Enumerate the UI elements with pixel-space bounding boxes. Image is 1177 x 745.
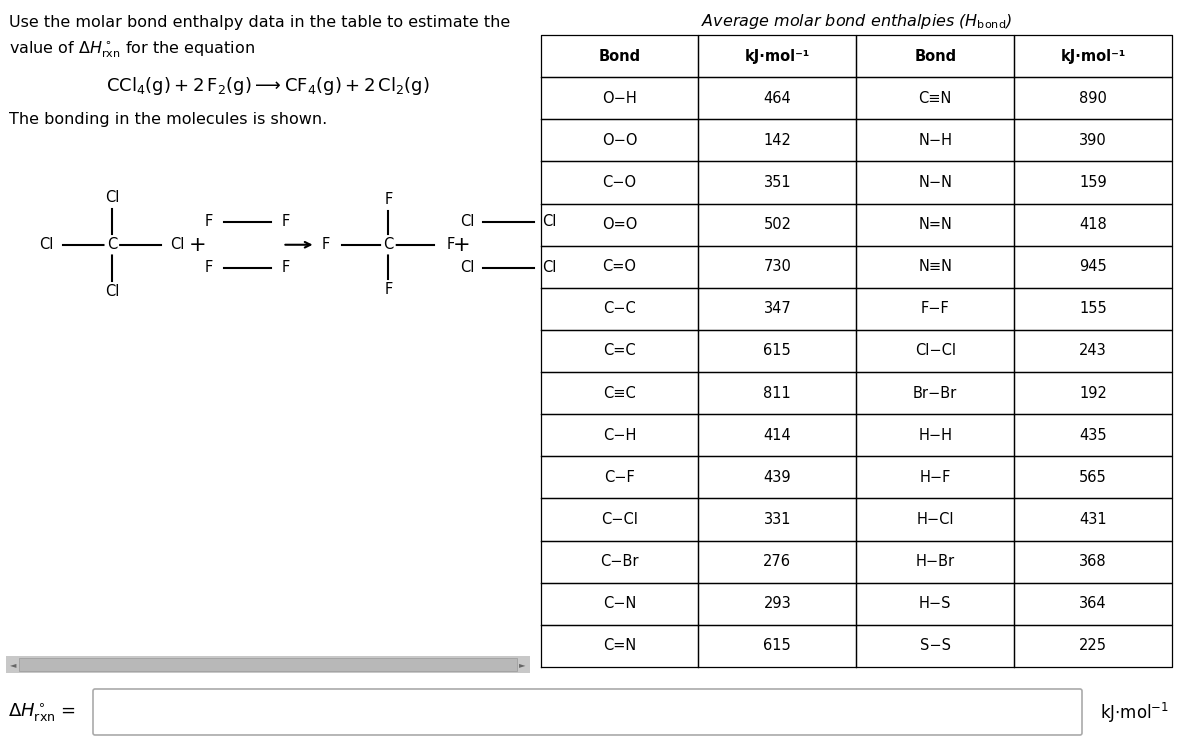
- Text: 435: 435: [1079, 428, 1106, 443]
- Text: C: C: [384, 237, 393, 253]
- Text: 192: 192: [1079, 386, 1108, 401]
- Text: 364: 364: [1079, 596, 1106, 612]
- Text: H−Cl: H−Cl: [917, 512, 953, 527]
- Text: Average molar bond enthalpies ($H_{\mathrm{bond}}$): Average molar bond enthalpies ($H_{\math…: [700, 12, 1012, 31]
- Text: Cl: Cl: [169, 237, 185, 253]
- Text: F: F: [204, 260, 213, 275]
- Text: 615: 615: [764, 343, 791, 358]
- Text: S−S: S−S: [919, 638, 951, 653]
- Text: 464: 464: [764, 91, 791, 106]
- Text: 565: 565: [1079, 470, 1106, 485]
- Text: Use the molar bond enthalpy data in the table to estimate the: Use the molar bond enthalpy data in the …: [9, 15, 511, 30]
- Text: ►: ►: [519, 660, 525, 669]
- Text: Cl−Cl: Cl−Cl: [915, 343, 956, 358]
- Text: $\mathrm{CCl_4(g) + 2\,F_2(g) \longrightarrow CF_4(g) + 2\,Cl_2(g)}$: $\mathrm{CCl_4(g) + 2\,F_2(g) \longright…: [106, 75, 431, 97]
- Text: value of $\Delta H^\circ_{\mathrm{rxn}}$ for the equation: value of $\Delta H^\circ_{\mathrm{rxn}}$…: [9, 40, 255, 60]
- Text: O=O: O=O: [601, 217, 637, 232]
- Text: C−C: C−C: [603, 302, 636, 317]
- Text: F: F: [384, 282, 393, 297]
- Text: 155: 155: [1079, 302, 1106, 317]
- Bar: [19, 658, 517, 671]
- Text: 502: 502: [764, 217, 791, 232]
- Text: C≡N: C≡N: [918, 91, 952, 106]
- Text: N−H: N−H: [918, 133, 952, 148]
- Text: F: F: [281, 215, 291, 229]
- Text: 811: 811: [764, 386, 791, 401]
- Text: C−Br: C−Br: [600, 554, 639, 569]
- Text: C≡C: C≡C: [603, 386, 636, 401]
- Text: H−F: H−F: [919, 470, 951, 485]
- Text: N≡N: N≡N: [918, 259, 952, 274]
- Text: 890: 890: [1079, 91, 1108, 106]
- Text: Cl: Cl: [460, 260, 474, 275]
- Text: Br−Br: Br−Br: [913, 386, 957, 401]
- Text: C−O: C−O: [603, 175, 637, 190]
- Text: N−N: N−N: [918, 175, 952, 190]
- Text: 225: 225: [1079, 638, 1108, 653]
- Text: 431: 431: [1079, 512, 1106, 527]
- Text: 276: 276: [764, 554, 791, 569]
- Text: F−F: F−F: [920, 302, 950, 317]
- Text: Cl: Cl: [39, 237, 54, 253]
- FancyBboxPatch shape: [93, 689, 1082, 735]
- Text: H−H: H−H: [918, 428, 952, 443]
- Text: 390: 390: [1079, 133, 1106, 148]
- Text: Cl: Cl: [543, 215, 557, 229]
- Text: O−H: O−H: [603, 91, 637, 106]
- Text: 347: 347: [764, 302, 791, 317]
- Text: The bonding in the molecules is shown.: The bonding in the molecules is shown.: [9, 112, 327, 127]
- Text: +: +: [453, 235, 470, 255]
- Text: Cl: Cl: [105, 284, 119, 299]
- Text: Cl: Cl: [105, 190, 119, 206]
- Text: kJ$\cdot$mol$^{-1}$: kJ$\cdot$mol$^{-1}$: [1099, 701, 1169, 725]
- Text: F: F: [321, 237, 330, 253]
- Text: F: F: [384, 192, 393, 207]
- Text: C: C: [107, 237, 117, 253]
- Text: Bond: Bond: [915, 48, 956, 63]
- Text: C=O: C=O: [603, 259, 637, 274]
- Text: C−N: C−N: [603, 596, 636, 612]
- Text: 331: 331: [764, 512, 791, 527]
- Text: Bond: Bond: [598, 48, 640, 63]
- Text: 418: 418: [1079, 217, 1106, 232]
- Text: C−H: C−H: [603, 428, 636, 443]
- Text: $\Delta H^\circ_{\mathrm{rxn}}$ =: $\Delta H^\circ_{\mathrm{rxn}}$ =: [8, 702, 75, 724]
- Text: 142: 142: [764, 133, 791, 148]
- Text: 368: 368: [1079, 554, 1106, 569]
- Text: F: F: [447, 237, 455, 253]
- Text: 293: 293: [764, 596, 791, 612]
- Text: C=C: C=C: [603, 343, 636, 358]
- Text: Cl: Cl: [543, 260, 557, 275]
- Text: C−F: C−F: [604, 470, 634, 485]
- Text: F: F: [281, 260, 291, 275]
- Text: 615: 615: [764, 638, 791, 653]
- Text: kJ·mol⁻¹: kJ·mol⁻¹: [1060, 48, 1125, 63]
- Text: 414: 414: [764, 428, 791, 443]
- Text: 439: 439: [764, 470, 791, 485]
- Text: Cl: Cl: [460, 215, 474, 229]
- Text: ◄: ◄: [11, 660, 16, 669]
- Text: F: F: [204, 215, 213, 229]
- Text: 159: 159: [1079, 175, 1106, 190]
- Text: kJ·mol⁻¹: kJ·mol⁻¹: [745, 48, 810, 63]
- Text: O−O: O−O: [601, 133, 637, 148]
- Text: N=N: N=N: [918, 217, 952, 232]
- Text: 945: 945: [1079, 259, 1106, 274]
- Text: H−Br: H−Br: [916, 554, 955, 569]
- Text: H−S: H−S: [919, 596, 951, 612]
- Text: 243: 243: [1079, 343, 1106, 358]
- Text: C−Cl: C−Cl: [601, 512, 638, 527]
- Text: 351: 351: [764, 175, 791, 190]
- Text: 730: 730: [764, 259, 791, 274]
- Text: C=N: C=N: [603, 638, 636, 653]
- Text: +: +: [189, 235, 206, 255]
